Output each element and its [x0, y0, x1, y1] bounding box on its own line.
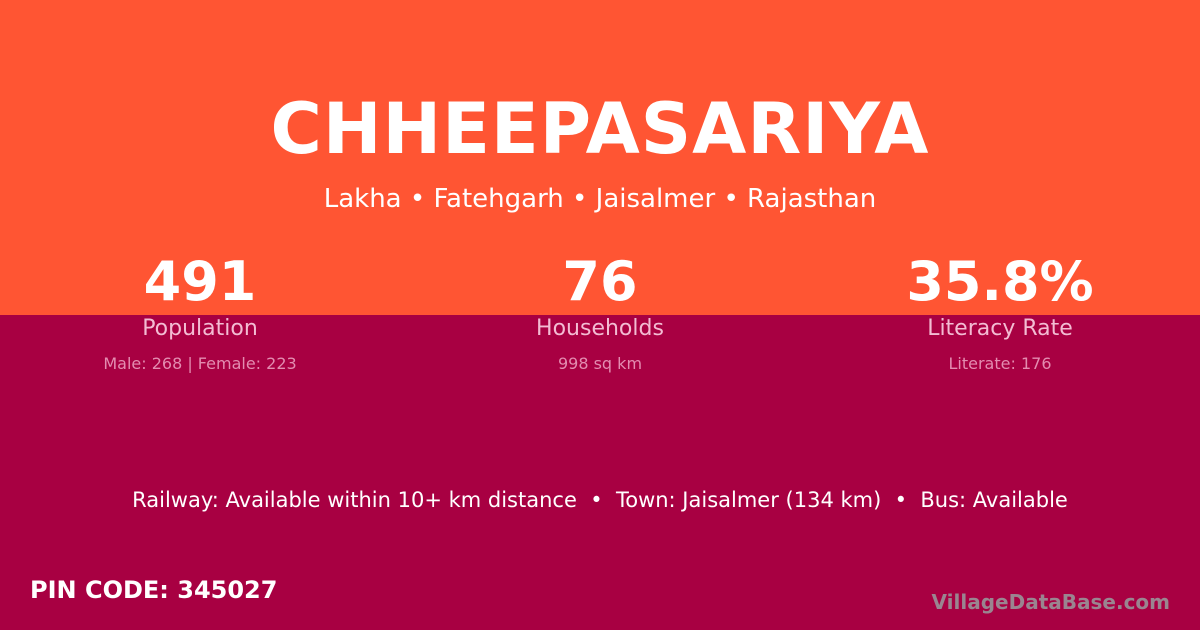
literacy-value: 35.8%	[906, 250, 1094, 313]
brand-watermark: VillageDataBase.com	[931, 590, 1170, 614]
households-detail: 998 sq km	[557, 354, 643, 373]
location-breadcrumb: Lakha • Fatehgarh • Jaisalmer • Rajastha…	[323, 184, 877, 214]
village-name: CHHEEPASARIYA	[270, 88, 930, 170]
literacy-detail: Literate: 176	[948, 354, 1052, 373]
pin-code: PIN CODE: 345027	[30, 576, 278, 604]
population-detail: Male: 268 | Female: 223	[103, 354, 297, 373]
population-label: Population	[142, 316, 258, 341]
literacy-label: Literacy Rate	[927, 316, 1073, 341]
connectivity-info: Railway: Available within 10+ km distanc…	[132, 488, 1068, 512]
footer-band	[0, 315, 1200, 630]
households-label: Households	[536, 316, 664, 341]
header-band	[0, 0, 1200, 315]
households-value: 76	[562, 250, 638, 313]
population-value: 491	[143, 250, 257, 313]
